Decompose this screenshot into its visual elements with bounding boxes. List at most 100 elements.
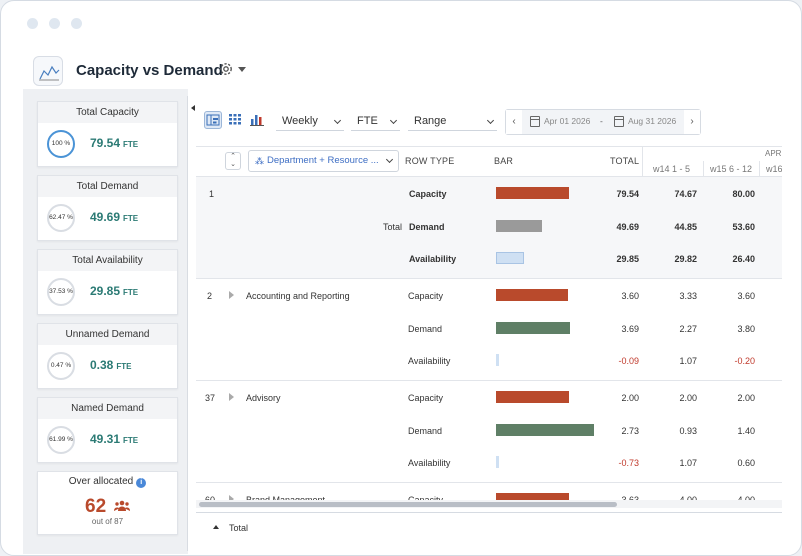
row-type: Availability [409,254,457,264]
grid-section-accounting: 2 Accounting and Reporting Capacity 3.60… [196,279,782,381]
capacity-bar [496,289,568,301]
row-total: 3.69 [621,324,639,334]
availability-bar [496,456,499,468]
kpi-card-total-availability: Total Availability 37.53 % 29.85 FTE [37,249,178,315]
date-range-picker: ‹ Apr 01 2026 - Aug 31 2026 › [505,109,701,135]
row-total: 49.69 [616,222,639,232]
row-type: Capacity [409,189,447,199]
kpi-sidebar: Total Capacity 100 % 79.54 FTE Total Dema… [23,89,188,554]
cell-week: 2.00 [737,393,755,403]
expand-row-icon[interactable] [229,495,234,503]
cell-week: 1.40 [737,426,755,436]
column-week-14[interactable]: w14 1 - 5 [653,164,691,174]
window-dot[interactable] [71,18,82,29]
date-separator: - [600,116,603,126]
cell-week: 3.60 [737,291,755,301]
scrollbar-thumb[interactable] [199,502,617,507]
row-total: 29.85 [616,254,639,264]
table-bar-view-icon[interactable] [204,111,222,129]
end-date-field[interactable]: Aug 31 2026 [628,116,677,126]
page-title: Capacity vs Demand [76,62,223,79]
group-by-select[interactable]: ⁂ Department + Resource ... [248,150,399,172]
people-icon [114,500,130,511]
cell-week: 0.93 [679,426,697,436]
cell-week: 2.00 [679,393,697,403]
row-name: Accounting and Reporting [246,291,350,301]
chevron-down-icon [486,116,495,125]
column-week-16[interactable]: w16 [766,164,782,174]
grid-header: ⌃ ⌄ ⁂ Department + Resource ... ROW TYPE B… [196,147,782,177]
availability-bar [496,354,499,366]
range-select[interactable]: Range [408,111,497,131]
progress-ring: 0.47 % [47,352,75,380]
info-icon[interactable]: i [136,478,147,488]
row-type: Availability [408,356,451,366]
window-dot[interactable] [27,18,38,29]
progress-ring: 62.47 % [47,204,75,232]
kpi-value: 79.54 FTE [90,136,139,150]
progress-ring: 37.53 % [47,278,75,306]
collapse-panel-icon[interactable] [191,105,195,111]
cell-week: 1.07 [679,458,697,468]
kpi-card-total-demand: Total Demand 62.47 % 49.69 FTE [37,175,178,241]
prev-range-button[interactable]: ‹ [506,110,522,134]
month-label: APR [765,149,782,158]
next-range-button[interactable]: › [684,110,700,134]
kpi-card-total-capacity: Total Capacity 100 % 79.54 FTE [37,101,178,167]
window-dot[interactable] [49,18,60,29]
expand-footer-icon[interactable] [213,525,219,529]
chart-view-icon[interactable] [249,111,267,129]
kpi-title: Total Demand [38,176,177,197]
row-name: Advisory [246,393,281,403]
row-type: Availability [408,458,451,468]
panel-divider[interactable] [187,96,188,551]
cell-week: 26.40 [732,254,755,264]
expand-row-icon[interactable] [229,393,234,401]
column-total[interactable]: TOTAL [610,156,640,166]
start-date-field[interactable]: Apr 01 2026 [544,116,591,126]
main-panel: Weekly FTE Range ‹ Apr 01 2026 - Aug 31 … [196,87,782,554]
row-id: 2 [207,291,213,301]
row-total: 3.60 [621,291,639,301]
horizontal-scrollbar[interactable] [196,500,782,508]
kpi-value: 49.31 FTE [90,432,139,446]
row-type: Demand [409,222,445,232]
sort-icon[interactable]: ⌃ ⌄ [225,152,241,170]
kpi-title: Total Availability [38,250,177,271]
cell-week: 74.67 [674,189,697,199]
column-row-type[interactable]: ROW TYPE [405,156,455,166]
cell-week: 44.85 [674,222,697,232]
chevron-down-icon [389,116,398,125]
unit-select[interactable]: FTE [351,111,400,131]
kpi-card-named-demand: Named Demand 61.99 % 49.31 FTE [37,397,178,463]
kpi-card-over-allocated: Over allocated i 62 out of 87 [37,471,178,535]
cell-week: 2.27 [679,324,697,334]
footer-total-label: Total [229,523,249,533]
column-bar[interactable]: BAR [494,156,514,166]
chevron-down-icon[interactable] [238,67,246,72]
capacity-bar [496,391,569,403]
kpi-value: 29.85 FTE [90,284,139,298]
gear-icon[interactable] [218,61,234,77]
demand-bar [496,322,570,334]
progress-ring: 61.99 % [47,426,75,454]
period-select[interactable]: Weekly [276,111,344,131]
cell-week: 3.33 [679,291,697,301]
kpi-title: Unnamed Demand [38,324,177,345]
row-id: 37 [205,393,216,403]
row-total: -0.09 [618,356,639,366]
expand-row-icon[interactable] [229,291,234,299]
over-allocated-out-of: out of 87 [91,517,124,526]
column-week-15[interactable]: w15 6 - 12 [710,164,753,174]
kpi-title: Named Demand [38,398,177,419]
grid-view-icon[interactable] [227,111,245,129]
data-grid: ⌃ ⌄ ⁂ Department + Resource ... ROW TYPE B… [196,146,782,511]
kpi-card-unnamed-demand: Unnamed Demand 0.47 % 0.38 FTE [37,323,178,389]
cell-week: 3.80 [737,324,755,334]
cell-week: 1.07 [679,356,697,366]
cell-week: 0.60 [737,458,755,468]
kpi-value: 49.69 FTE [90,210,139,224]
row-id: 1 [209,189,215,199]
kpi-title: Over allocated i [38,476,177,488]
